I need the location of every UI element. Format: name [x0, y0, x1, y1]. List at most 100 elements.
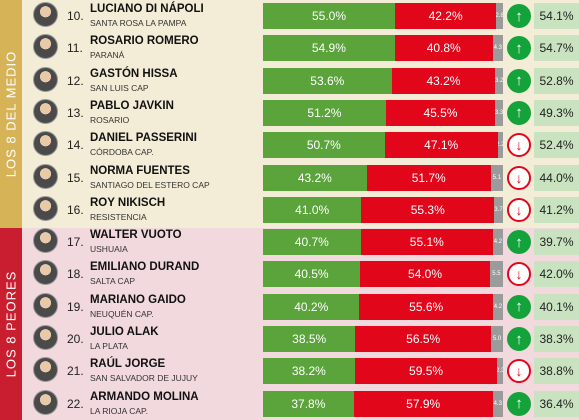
arrow-down-icon: ↓ — [507, 262, 531, 287]
opinion-bar: 41.0% 55.3% 3.7 — [263, 196, 503, 223]
approval-value: 52.8% — [534, 67, 579, 94]
approval-value: 52.4% — [534, 132, 579, 159]
opinion-bar: 50.7% 47.1% 2.2 — [263, 132, 503, 159]
positive-segment: 51.2% — [263, 99, 386, 126]
positive-segment: 38.2% — [263, 358, 355, 385]
rank-number: 17. — [67, 235, 84, 250]
arrow-up-icon: ↑ — [507, 4, 531, 28]
rank-number: 22. — [67, 396, 84, 411]
table-row: 11. ROSARIO ROMERO PARANÁ 54.9% 40.8% 4.… — [22, 32, 579, 64]
negative-segment: 54.0% — [360, 261, 490, 288]
avatar — [33, 2, 58, 27]
nsnc-segment: 3.3 — [495, 99, 503, 126]
avatar — [33, 260, 58, 286]
opinion-bar: 55.0% 42.2% 2.8 — [263, 3, 503, 29]
arrow-up-icon: ↑ — [507, 100, 531, 125]
mayor-name: NORMA FUENTES — [90, 164, 190, 177]
positive-segment: 43.2% — [263, 164, 367, 191]
city-name: SANTIAGO DEL ESTERO CAP — [90, 179, 210, 190]
table-row: 19. MARIANO GAIDO NEUQUÉN CAP. 40.2% 55.… — [22, 291, 579, 323]
positive-segment: 53.6% — [263, 67, 392, 94]
opinion-bar: 40.5% 54.0% 5.5 — [263, 261, 503, 288]
negative-segment: 47.1% — [384, 132, 498, 159]
nsnc-segment: 3.2 — [495, 67, 503, 94]
city-name: RESISTENCIA — [90, 211, 147, 222]
opinion-bar: 43.2% 51.7% 5.1 — [263, 164, 503, 191]
opinion-bar: 51.2% 45.5% 3.3 — [263, 99, 503, 126]
approval-value: 39.7% — [534, 229, 579, 256]
positive-segment: 37.8% — [263, 390, 354, 417]
positive-segment: 50.7% — [263, 132, 385, 159]
mayor-name: DANIEL PASSERINI — [90, 132, 197, 145]
section-peores-label: LOS 8 PEORES — [3, 270, 19, 378]
nsnc-segment: 2.2 — [497, 132, 503, 159]
positive-segment: 40.7% — [263, 229, 361, 256]
rank-number: 14. — [67, 138, 84, 153]
negative-segment: 45.5% — [385, 99, 496, 126]
nsnc-segment: 3.7 — [494, 196, 503, 223]
avatar — [33, 292, 58, 318]
avatar — [33, 357, 58, 383]
mayor-name: GASTÓN HISSA — [90, 67, 178, 80]
arrow-up-icon: ↑ — [507, 391, 531, 416]
rank-number: 18. — [67, 267, 84, 282]
approval-value: 54.1% — [534, 3, 579, 29]
nsnc-segment: 4.2 — [492, 229, 503, 256]
avatar — [33, 98, 58, 124]
city-name: NEUQUÉN CAP. — [90, 308, 154, 319]
opinion-bar: 40.7% 55.1% 4.2 — [263, 229, 503, 256]
mayor-name: JULIO ALAK — [90, 326, 159, 338]
positive-segment: 54.9% — [263, 35, 395, 62]
negative-segment: 42.2% — [395, 3, 497, 29]
nsnc-segment: 5.0 — [490, 326, 503, 352]
rank-number: 15. — [67, 170, 84, 185]
avatar — [33, 163, 58, 189]
rank-number: 16. — [67, 202, 84, 217]
section-medio-band: LOS 8 DEL MEDIO — [0, 0, 22, 228]
city-name: PARANÁ — [90, 50, 125, 61]
mayor-name: LUCIANO DI NÁPOLI — [90, 3, 204, 15]
table-row: 21. RAÚL JORGE SAN SALVADOR DE JUJUY 38.… — [22, 355, 579, 387]
positive-segment: 40.2% — [263, 293, 360, 320]
rank-number: 20. — [67, 332, 84, 346]
opinion-bar: 40.2% 55.6% 4.2 — [263, 293, 503, 320]
table-row: 22. ARMANDO MOLINA LA RIOJA CAP. 37.8% 5… — [22, 388, 579, 420]
rank-number: 12. — [67, 73, 84, 88]
approval-value: 40.1% — [534, 293, 579, 320]
avatar — [33, 66, 58, 92]
positive-segment: 40.5% — [263, 261, 361, 288]
table-row: 16. ROY NIKISCH RESISTENCIA 41.0% 55.3% … — [22, 194, 579, 226]
arrow-down-icon: ↓ — [507, 133, 531, 158]
opinion-bar: 54.9% 40.8% 4.3 — [263, 35, 503, 62]
approval-value: 38.3% — [534, 326, 579, 352]
negative-segment: 56.5% — [355, 326, 491, 352]
arrow-up-icon: ↑ — [507, 68, 531, 93]
opinion-bar: 37.8% 57.9% 4.3 — [263, 390, 503, 417]
rank-number: 13. — [67, 105, 84, 120]
mayor-name: MARIANO GAIDO — [90, 293, 186, 306]
negative-segment: 40.8% — [394, 35, 493, 62]
negative-segment: 43.2% — [391, 67, 496, 94]
negative-segment: 55.6% — [359, 293, 493, 320]
city-name: SAN LUIS CAP — [90, 82, 149, 93]
opinion-bar: 38.5% 56.5% 5.0 — [263, 326, 503, 352]
table-row: 18. EMILIANO DURAND SALTA CAP 40.5% 54.0… — [22, 258, 579, 290]
nsnc-segment: 2.3 — [497, 358, 503, 385]
rank-number: 11. — [67, 41, 83, 56]
negative-segment: 55.3% — [361, 196, 495, 223]
table-row: 14. DANIEL PASSERINI CÓRDOBA CAP. 50.7% … — [22, 129, 579, 161]
avatar — [33, 389, 58, 415]
opinion-bar: 53.6% 43.2% 3.2 — [263, 67, 503, 94]
mayor-name: PABLO JAVKIN — [90, 99, 174, 112]
city-name: USHUAIA — [90, 244, 128, 255]
section-peores-bg — [0, 228, 579, 420]
negative-segment: 55.1% — [360, 229, 493, 256]
avatar — [33, 228, 58, 254]
mayor-name: ARMANDO MOLINA — [90, 390, 199, 403]
nsnc-segment: 2.8 — [496, 3, 503, 29]
positive-segment: 41.0% — [263, 196, 362, 223]
table-row: 15. NORMA FUENTES SANTIAGO DEL ESTERO CA… — [22, 162, 579, 194]
city-name: CÓRDOBA CAP. — [90, 147, 154, 158]
negative-segment: 59.5% — [354, 358, 498, 385]
mayor-name: EMILIANO DURAND — [90, 261, 200, 274]
